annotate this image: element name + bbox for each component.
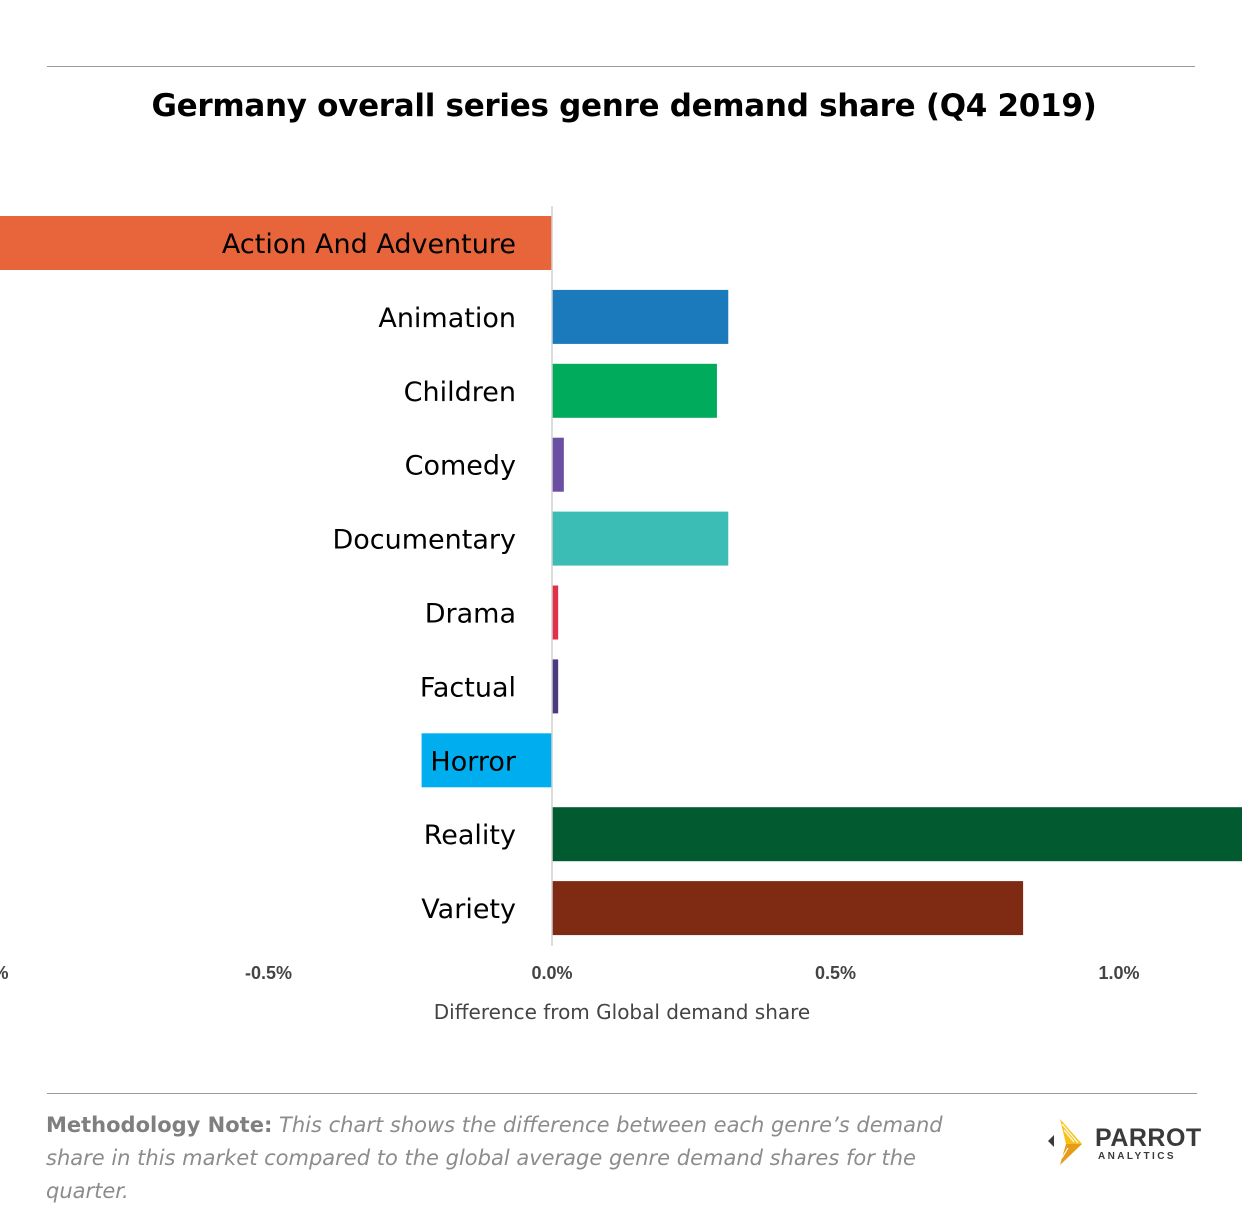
bottom-divider bbox=[47, 1093, 1197, 1094]
category-label: Action And Adventure bbox=[222, 229, 516, 260]
category-label: Drama bbox=[425, 599, 516, 630]
category-label: Horror bbox=[430, 746, 516, 777]
bar-factual bbox=[552, 659, 559, 714]
bars-layer bbox=[0, 216, 1242, 936]
logo-name: PARROT bbox=[1095, 1124, 1202, 1152]
bar-documentary bbox=[552, 511, 729, 566]
bar-reality bbox=[552, 807, 1242, 862]
methodology-note-text: This chart shows the difference between … bbox=[46, 1113, 943, 1203]
bar-chart: Action And Adventure Animation Children Com… bbox=[0, 206, 1242, 1024]
bar-drama bbox=[552, 585, 559, 640]
chart-title: Germany overall series genre demand shar… bbox=[151, 88, 1097, 124]
logo-subtitle: ANALYTICS bbox=[1098, 1151, 1176, 1162]
x-tick-label: 0.5% bbox=[815, 963, 856, 983]
bar-horror bbox=[421, 733, 552, 788]
x-tick-labels-layer: -1.5%-1.0%-0.5%0.0%0.5%1.0%1.5%2.0% bbox=[0, 963, 1140, 983]
methodology-note-label: Methodology Note: bbox=[46, 1113, 273, 1137]
bar-action-and-adventure bbox=[0, 216, 553, 270]
category-labels-layer: Action And Adventure Animation Children Com… bbox=[222, 229, 517, 925]
category-label: Documentary bbox=[332, 525, 516, 556]
category-label: Reality bbox=[424, 820, 516, 851]
bar-animation bbox=[552, 289, 729, 344]
x-tick-label: -0.5% bbox=[245, 963, 292, 983]
parrot-logo-icon bbox=[1048, 1119, 1082, 1165]
category-label: Factual bbox=[420, 672, 516, 703]
bar-comedy bbox=[552, 437, 564, 492]
category-label: Variety bbox=[421, 894, 516, 925]
methodology-note: Methodology Note: This chart shows the d… bbox=[46, 1109, 946, 1208]
bar-children bbox=[552, 363, 717, 418]
parrot-analytics-logo: PARROT ANALYTICS bbox=[1040, 1116, 1202, 1166]
top-divider bbox=[47, 66, 1195, 67]
x-tick-label: -1.0% bbox=[0, 963, 9, 983]
x-tick-label: 0.0% bbox=[531, 963, 572, 983]
x-tick-label: 1.0% bbox=[1098, 963, 1139, 983]
bar-variety bbox=[552, 881, 1024, 936]
category-label: Children bbox=[404, 377, 516, 408]
x-axis-title: Difference from Global demand share bbox=[434, 1000, 810, 1024]
category-label: Animation bbox=[378, 303, 516, 334]
category-label: Comedy bbox=[405, 451, 516, 482]
